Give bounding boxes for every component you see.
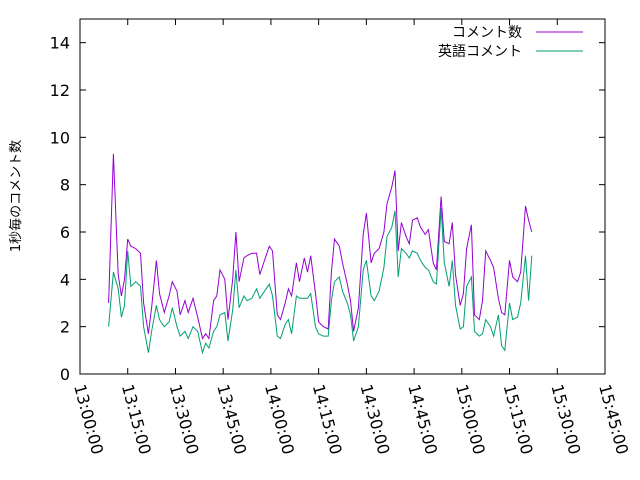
- x-tick-label: 14:00:00: [261, 382, 298, 456]
- y-tick-label: 8: [60, 176, 70, 195]
- legend-label-1: コメント数: [452, 25, 522, 41]
- x-tick-label: 13:00:00: [70, 382, 107, 456]
- x-tick-label: 13:45:00: [213, 382, 250, 456]
- y-tick-label: 0: [60, 365, 70, 384]
- y-axis: 0 2 4 6 8 10 12 14: [50, 34, 605, 384]
- series-line-2: [108, 208, 533, 355]
- y-tick-label: 2: [60, 318, 70, 337]
- y-tick-label: 4: [60, 270, 70, 289]
- x-axis: 13:00:00 13:15:00 13:30:00 13:45:00 14:00:00…: [70, 19, 632, 456]
- x-tick-label: 13:30:00: [166, 382, 203, 456]
- plot-frame: [79, 18, 606, 375]
- y-axis-label: 1秒毎のコメント数: [8, 140, 24, 252]
- y-tick-label: 12: [50, 81, 70, 100]
- legend-label-2: 英語コメント: [438, 43, 522, 60]
- x-tick-label: 15:45:00: [595, 382, 632, 456]
- series-layer: [108, 153, 533, 355]
- x-tick-label: 14:30:00: [356, 382, 393, 456]
- x-tick-label: 13:15:00: [118, 382, 155, 456]
- x-tick-label: 15:15:00: [500, 382, 537, 456]
- y-tick-label: 14: [50, 34, 70, 53]
- y-tick-label: 6: [60, 223, 70, 242]
- y-tick-label: 10: [50, 128, 70, 147]
- x-tick-label: 15:00:00: [452, 382, 489, 456]
- series-line-1: [108, 153, 533, 340]
- x-tick-label: 14:45:00: [404, 382, 441, 456]
- x-tick-label: 15:30:00: [547, 382, 584, 456]
- x-tick-label: 14:15:00: [309, 382, 346, 456]
